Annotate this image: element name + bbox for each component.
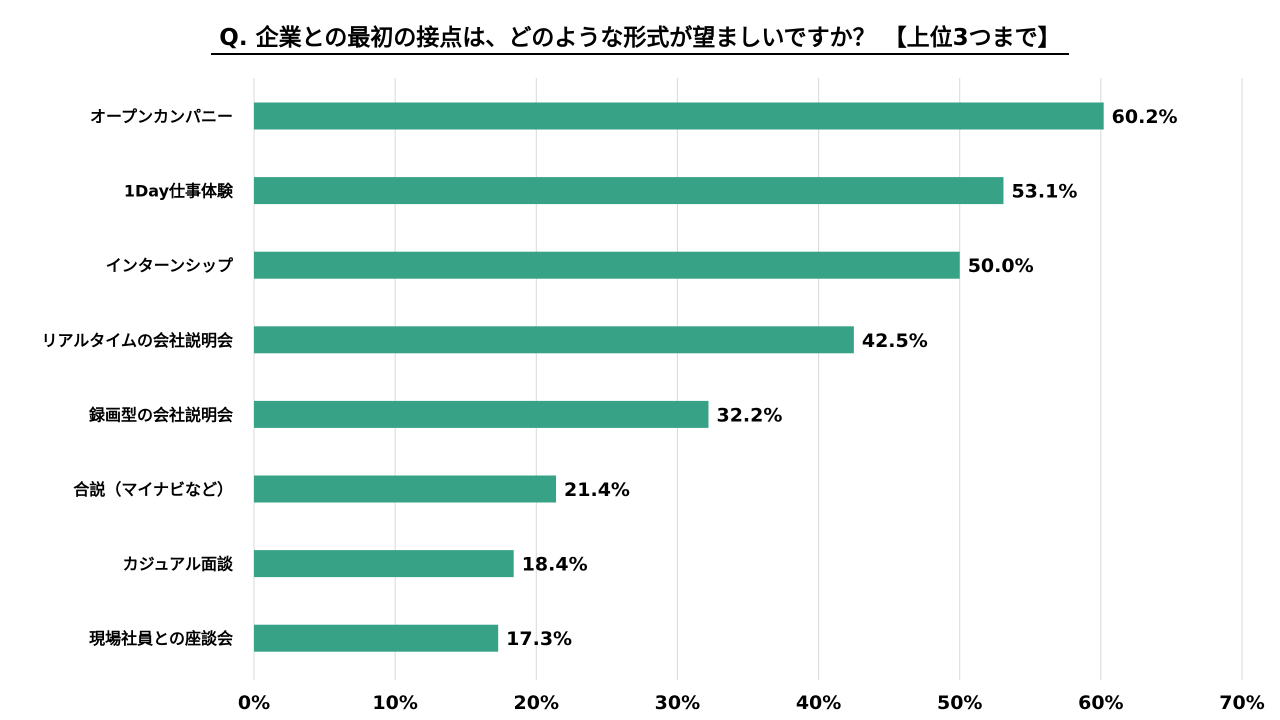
data-label: 17.3% <box>506 628 572 650</box>
data-label: 32.2% <box>716 404 782 426</box>
data-label: 50.0% <box>968 255 1034 277</box>
data-label: 42.5% <box>862 330 928 352</box>
labels: 0% 10% 20% 30% 40% 50% 60% 70% オープンカンパニー 60.2% 1Da… <box>41 106 1264 714</box>
category-label: リアルタイムの会社説明会 <box>41 331 233 350</box>
bar <box>254 251 960 279</box>
x-tick-label: 10% <box>372 692 417 714</box>
category-label: インターンシップ <box>106 256 234 275</box>
bar <box>254 326 854 354</box>
chart-title-text: Q. 企業との最初の接点は、どのような形式が望ましいですか？ 【上位3つまで】 <box>211 25 1069 55</box>
data-label: 60.2% <box>1112 106 1178 128</box>
data-label: 21.4% <box>564 479 630 501</box>
category-label: 1Day仕事体験 <box>124 182 234 201</box>
bars <box>254 102 1104 652</box>
x-tick-label: 50% <box>937 692 982 714</box>
x-tick-label: 20% <box>514 692 559 714</box>
data-label: 53.1% <box>1011 181 1077 203</box>
category-label: オープンカンパニー <box>90 107 233 126</box>
bar <box>254 475 557 503</box>
chart-title: Q. 企業との最初の接点は、どのような形式が望ましいですか？ 【上位3つまで】 <box>0 18 1280 55</box>
category-label: 録画型の会社説明会 <box>89 405 233 424</box>
bar <box>254 102 1104 130</box>
data-label: 18.4% <box>522 554 588 576</box>
bar <box>254 177 1004 205</box>
x-tick-label: 70% <box>1219 692 1264 714</box>
category-label: 合説（マイナビなど） <box>73 480 233 499</box>
gridlines <box>253 78 1243 680</box>
bar <box>254 550 514 578</box>
x-tick-label: 30% <box>655 692 700 714</box>
category-label: カジュアル面談 <box>123 555 234 574</box>
category-label: 現場社員との座談会 <box>89 629 233 648</box>
bar <box>254 624 499 652</box>
x-tick-label: 40% <box>796 692 841 714</box>
bar <box>254 400 709 428</box>
x-tick-label: 60% <box>1078 692 1123 714</box>
x-tick-label: 0% <box>238 692 270 714</box>
